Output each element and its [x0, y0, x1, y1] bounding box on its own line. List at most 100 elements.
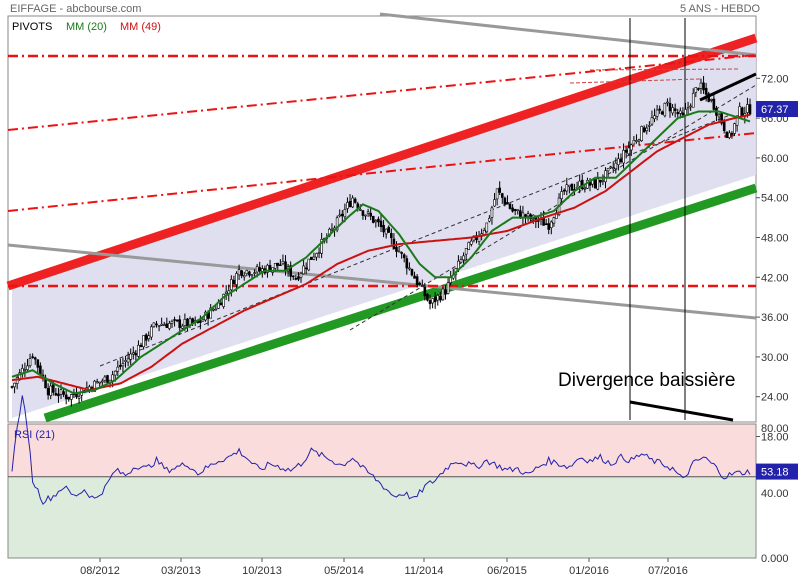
candle-body [340, 213, 344, 217]
candle-body [33, 357, 37, 360]
price-tick-label: 24.00 [761, 392, 789, 404]
candle-body [178, 319, 182, 328]
candle-body [707, 93, 711, 102]
candle-body [103, 376, 107, 381]
candle-body [26, 365, 29, 370]
legend-ma20: MM (20) [66, 21, 107, 33]
candle-body [139, 344, 143, 348]
candle-body [684, 109, 687, 116]
price-tick-label: 36.00 [761, 312, 789, 324]
candle-body [725, 131, 729, 139]
candle-body [111, 374, 114, 381]
candle-body [181, 325, 184, 329]
candle-body [119, 364, 122, 367]
candle-body [59, 389, 63, 395]
candle-body [379, 220, 383, 228]
price-tick-label: 54.00 [761, 193, 789, 205]
candle-body [93, 380, 96, 392]
chart-source: EIFFAGE - abcbourse.com [10, 3, 141, 15]
candle-body [500, 193, 504, 198]
candle-body [31, 356, 34, 358]
candle-body [51, 384, 55, 393]
candle-body [506, 202, 509, 205]
candle-body [570, 183, 574, 191]
rsi-series [11, 395, 751, 506]
candle-body [697, 88, 700, 90]
candle-body [304, 267, 308, 270]
x-tick-label: 10/2013 [242, 565, 282, 577]
candle-body [186, 318, 189, 327]
candle-body [384, 228, 388, 235]
candle-body [462, 255, 465, 261]
chart-period: 5 ANS - HEBDO [680, 3, 761, 15]
candle-body [640, 126, 643, 141]
candle-body [162, 324, 166, 327]
candle-body [98, 381, 102, 384]
candle-body [490, 207, 494, 218]
candle-body [201, 318, 205, 322]
candle-body [348, 201, 352, 208]
candle-body [488, 218, 491, 222]
candle-body [627, 147, 631, 155]
candle-body [681, 112, 685, 116]
x-tick-label: 06/2015 [487, 565, 527, 577]
candle-body [67, 396, 71, 400]
candle-body [622, 149, 625, 164]
candle-body [691, 93, 695, 108]
candle-body [415, 276, 419, 285]
candle-body [444, 289, 447, 295]
candle-body [155, 323, 158, 326]
candle-body [13, 382, 16, 388]
moving-averages [11, 110, 751, 395]
candle-body [632, 140, 636, 145]
candle-body [101, 380, 104, 383]
candle-body [222, 293, 225, 307]
candle-body [619, 158, 623, 163]
candle-body [624, 149, 628, 153]
candle-body [299, 273, 303, 278]
candle-body [568, 184, 571, 187]
candle-body [95, 381, 99, 384]
candle-body [433, 296, 437, 303]
candle-body [353, 198, 357, 203]
candle-body [470, 240, 473, 245]
candle-body [676, 111, 680, 115]
candle-body [410, 269, 414, 276]
candle-body [436, 295, 440, 301]
candle-body [338, 214, 342, 217]
candle-body [343, 209, 347, 218]
candle-body [315, 253, 318, 258]
candle-body [583, 187, 587, 190]
candle-body [635, 140, 638, 142]
dashed-midline-2 [349, 84, 757, 331]
candle-body [733, 123, 736, 134]
candle-body [400, 252, 403, 254]
x-tick-label: 01/2016 [569, 565, 609, 577]
candle-body [230, 279, 233, 291]
candle-body [302, 265, 305, 275]
candle-body [317, 252, 321, 254]
candle-body [740, 107, 744, 116]
candle-body [503, 197, 507, 205]
candle-body [28, 358, 32, 367]
candle-body [542, 217, 545, 226]
candle-body [266, 264, 269, 273]
legend-ma49: MM (49) [120, 21, 161, 33]
candle-body [467, 242, 471, 250]
candle-body [54, 393, 58, 396]
candle-body [142, 335, 145, 348]
rsi-lower-zone [8, 476, 756, 558]
candle-body [673, 108, 677, 111]
candle-body [420, 285, 424, 287]
candle-body [242, 275, 246, 278]
channel-lower-line [43, 183, 758, 423]
candlestick-series [10, 76, 752, 407]
candle-body [248, 271, 251, 276]
candle-body [464, 247, 468, 255]
divergence-label: Divergence baissière [558, 370, 735, 391]
candle-body [312, 256, 316, 260]
candle-body [666, 101, 669, 104]
candle-body [46, 387, 50, 396]
candle-body [183, 318, 187, 326]
